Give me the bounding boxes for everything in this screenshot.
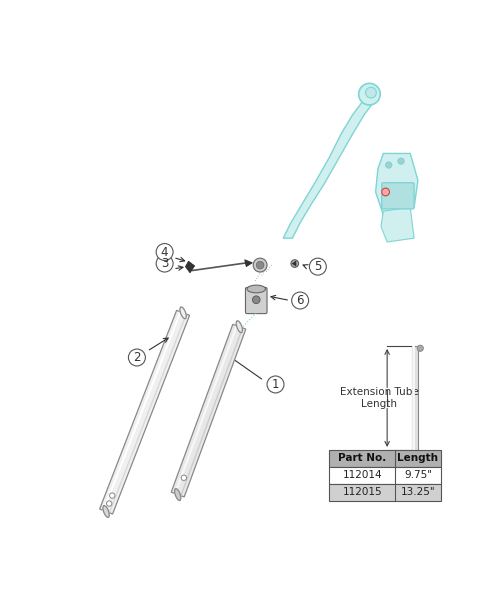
Polygon shape (186, 261, 194, 273)
Text: 9.75": 9.75" (404, 470, 432, 480)
Circle shape (253, 258, 267, 272)
Polygon shape (376, 154, 418, 215)
Text: 112015: 112015 (342, 487, 382, 497)
Circle shape (417, 345, 424, 352)
Polygon shape (283, 100, 376, 238)
Text: 2: 2 (133, 351, 140, 364)
Circle shape (291, 260, 298, 267)
Circle shape (386, 162, 392, 168)
Circle shape (156, 255, 173, 272)
FancyBboxPatch shape (382, 183, 414, 209)
Ellipse shape (247, 285, 266, 293)
Text: 112014: 112014 (342, 470, 382, 480)
Circle shape (382, 188, 390, 196)
Circle shape (256, 261, 264, 269)
Bar (330, 484, 441, 501)
Polygon shape (244, 260, 252, 267)
Text: Length: Length (398, 453, 438, 463)
Ellipse shape (174, 489, 181, 500)
Bar (330, 467, 441, 484)
Text: 4: 4 (161, 246, 168, 258)
Polygon shape (100, 310, 190, 514)
Circle shape (398, 158, 404, 164)
Ellipse shape (103, 506, 110, 517)
Text: Extension Tube
Length: Extension Tube Length (340, 387, 419, 409)
Text: Part No.: Part No. (338, 453, 386, 463)
Circle shape (366, 87, 376, 98)
Circle shape (292, 292, 308, 309)
Text: 13.25": 13.25" (400, 487, 436, 497)
Text: 6: 6 (296, 294, 304, 307)
Ellipse shape (180, 307, 186, 319)
Polygon shape (381, 208, 414, 242)
Polygon shape (292, 261, 296, 267)
Bar (330, 450, 441, 467)
Polygon shape (412, 346, 418, 450)
Circle shape (106, 501, 112, 506)
Ellipse shape (236, 321, 242, 333)
Circle shape (358, 83, 380, 105)
Circle shape (267, 376, 284, 393)
Text: 3: 3 (161, 257, 168, 270)
Polygon shape (171, 324, 246, 497)
Circle shape (156, 244, 173, 261)
Text: 1: 1 (272, 378, 279, 391)
Text: 5: 5 (314, 260, 322, 273)
Circle shape (310, 258, 326, 275)
Circle shape (110, 493, 115, 499)
FancyBboxPatch shape (246, 287, 267, 313)
Circle shape (252, 296, 260, 304)
Circle shape (181, 475, 186, 480)
Circle shape (128, 349, 146, 366)
